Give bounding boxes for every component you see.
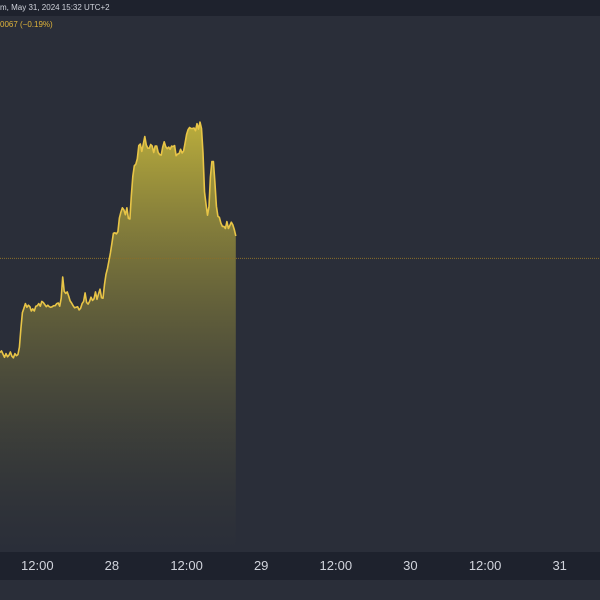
time-axis-bar: [0, 552, 600, 580]
x-tick-label: 12:00: [320, 558, 353, 573]
header-datetime: m, May 31, 2024 15:32 UTC+2: [0, 3, 110, 12]
price-area-fill: [0, 122, 236, 552]
x-tick-label: 12:00: [21, 558, 54, 573]
x-tick-label: 31: [552, 558, 566, 573]
price-line: [0, 121, 237, 359]
x-tick-label: 30: [403, 558, 417, 573]
bottom-bar: [0, 580, 600, 600]
x-tick-label: 12:00: [469, 558, 502, 573]
x-tick-label: 28: [105, 558, 119, 573]
x-tick-label: 29: [254, 558, 268, 573]
price-change: 0067 (−0.19%): [0, 20, 53, 29]
x-tick-label: 12:00: [170, 558, 203, 573]
header-bar: [0, 0, 600, 16]
